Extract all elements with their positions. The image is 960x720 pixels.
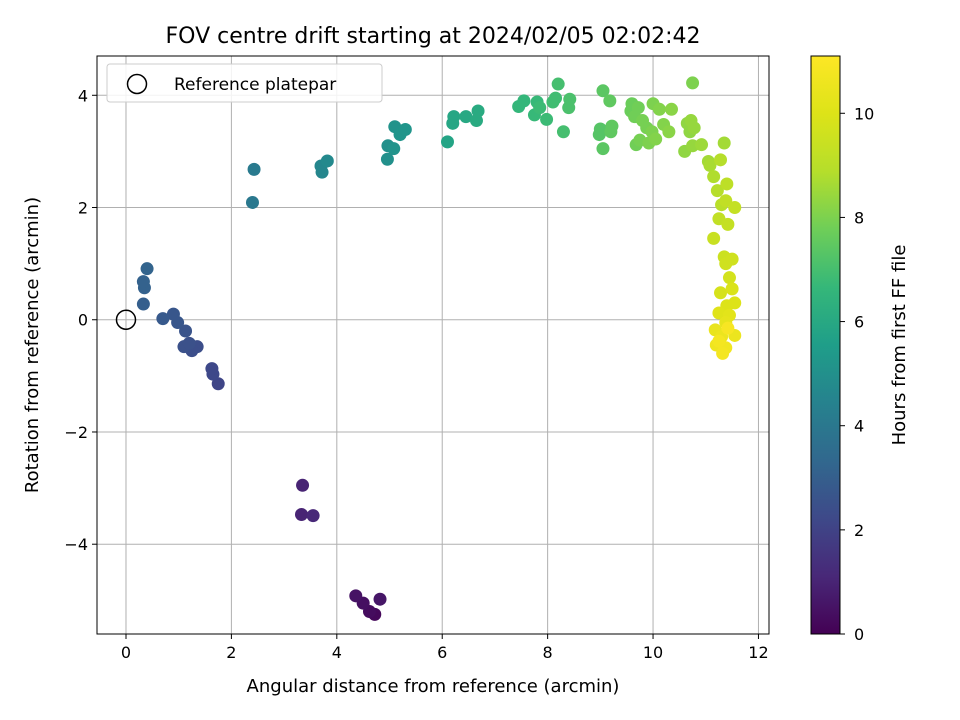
x-tick-label: 6 bbox=[437, 643, 447, 662]
data-point bbox=[387, 142, 401, 156]
data-point bbox=[563, 92, 577, 106]
data-point bbox=[664, 102, 678, 116]
data-point bbox=[136, 297, 150, 311]
data-point bbox=[296, 478, 310, 492]
legend: Reference platepar bbox=[106, 63, 383, 103]
data-point bbox=[725, 252, 739, 266]
data-point bbox=[166, 307, 180, 321]
data-point bbox=[717, 136, 731, 150]
colorbar-ticks: 0 2 4 6 8 10 bbox=[840, 104, 874, 644]
data-point bbox=[703, 158, 717, 172]
colorbar-tick-label: 6 bbox=[854, 313, 864, 332]
data-point bbox=[710, 184, 724, 198]
colorbar-tick-label: 10 bbox=[854, 104, 874, 123]
y-tick-label: 0 bbox=[78, 311, 88, 330]
y-tick-label: 2 bbox=[78, 199, 88, 218]
data-point bbox=[652, 102, 666, 116]
reference-platepar-marker bbox=[115, 309, 137, 330]
y-axis-ticks: −4 −2 0 2 4 bbox=[64, 86, 97, 554]
data-point bbox=[712, 334, 726, 348]
data-point bbox=[373, 592, 387, 606]
data-point bbox=[707, 231, 721, 245]
data-point bbox=[517, 94, 531, 108]
data-point bbox=[459, 110, 473, 124]
x-tick-label: 4 bbox=[332, 643, 342, 662]
data-point bbox=[716, 346, 730, 360]
data-point bbox=[179, 324, 193, 338]
data-point bbox=[719, 194, 733, 208]
data-point bbox=[721, 321, 735, 335]
colorbar-tick-label: 8 bbox=[854, 208, 864, 227]
colorbar-tick-label: 2 bbox=[854, 521, 864, 540]
data-point bbox=[631, 101, 645, 115]
data-point bbox=[469, 114, 483, 128]
data-point bbox=[720, 177, 734, 191]
data-point bbox=[136, 275, 150, 289]
data-point bbox=[182, 336, 196, 350]
data-point bbox=[398, 123, 412, 137]
reference-marker-layer bbox=[115, 309, 137, 330]
y-tick-label: 4 bbox=[78, 86, 88, 105]
legend-box bbox=[106, 63, 383, 103]
data-point bbox=[649, 132, 663, 146]
data-point bbox=[205, 362, 219, 376]
x-tick-label: 0 bbox=[121, 643, 131, 662]
data-point bbox=[721, 217, 735, 231]
data-point bbox=[686, 76, 700, 90]
data-point bbox=[320, 154, 334, 168]
colorbar-label: Hours from first FF file bbox=[889, 245, 910, 446]
data-point bbox=[687, 121, 701, 135]
data-point bbox=[380, 152, 394, 166]
data-point bbox=[440, 135, 454, 149]
y-axis-label: Rotation from reference (arcmin) bbox=[22, 197, 43, 493]
data-point bbox=[596, 142, 610, 156]
data-point bbox=[349, 589, 363, 603]
data-point bbox=[556, 125, 570, 139]
data-point bbox=[596, 84, 610, 98]
data-point bbox=[471, 104, 485, 118]
colorbar-gradient bbox=[810, 55, 841, 635]
data-point bbox=[662, 125, 676, 139]
y-tick-label: −4 bbox=[64, 535, 88, 554]
data-point bbox=[605, 119, 619, 133]
x-axis-ticks: 0 2 4 6 8 10 12 bbox=[121, 634, 769, 662]
x-axis-label: Angular distance from reference (arcmin) bbox=[247, 676, 620, 697]
data-points bbox=[136, 76, 742, 621]
data-point bbox=[728, 201, 742, 215]
legend-reference-marker bbox=[126, 73, 148, 95]
plot-frame bbox=[96, 55, 770, 635]
data-point bbox=[533, 101, 547, 115]
data-point bbox=[540, 112, 554, 126]
data-point bbox=[245, 195, 259, 209]
data-point bbox=[707, 170, 721, 184]
data-point bbox=[714, 286, 728, 300]
data-point bbox=[695, 138, 709, 152]
colorbar: 0 2 4 6 8 10 Hours from first FF file bbox=[810, 55, 910, 644]
chart-title: FOV centre drift starting at 2024/02/05 … bbox=[166, 24, 701, 49]
x-tick-label: 12 bbox=[748, 643, 768, 662]
data-point bbox=[551, 77, 565, 91]
x-tick-label: 2 bbox=[226, 643, 236, 662]
legend-label-reference: Reference platepar bbox=[174, 75, 336, 95]
x-tick-label: 8 bbox=[543, 643, 553, 662]
y-tick-label: −2 bbox=[64, 423, 88, 442]
data-point bbox=[725, 282, 739, 296]
data-point bbox=[722, 271, 736, 285]
data-point bbox=[294, 507, 308, 521]
data-point bbox=[712, 306, 726, 320]
data-point bbox=[593, 122, 607, 136]
data-point bbox=[714, 153, 728, 167]
x-tick-label: 10 bbox=[643, 643, 663, 662]
data-point bbox=[447, 110, 461, 124]
data-point bbox=[140, 262, 154, 276]
data-point bbox=[156, 312, 170, 326]
data-point bbox=[211, 377, 225, 391]
data-point bbox=[306, 509, 320, 523]
data-point bbox=[549, 91, 563, 105]
colorbar-tick-label: 4 bbox=[854, 417, 864, 436]
data-point bbox=[603, 94, 617, 108]
data-point bbox=[247, 162, 261, 176]
colorbar-tick-label: 0 bbox=[854, 625, 864, 644]
